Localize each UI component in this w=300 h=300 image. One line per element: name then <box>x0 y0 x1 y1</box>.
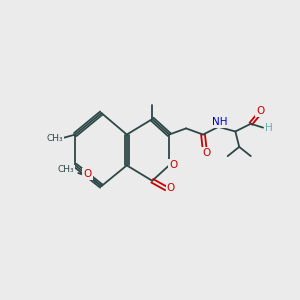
Text: NH: NH <box>212 117 228 127</box>
Text: O: O <box>256 106 264 116</box>
Text: CH₃: CH₃ <box>47 134 64 143</box>
Text: O: O <box>169 160 177 170</box>
Text: O: O <box>167 184 175 194</box>
Text: H: H <box>266 123 273 133</box>
Text: O: O <box>202 148 210 158</box>
Text: CH₃: CH₃ <box>57 166 74 175</box>
Text: O: O <box>83 169 92 179</box>
